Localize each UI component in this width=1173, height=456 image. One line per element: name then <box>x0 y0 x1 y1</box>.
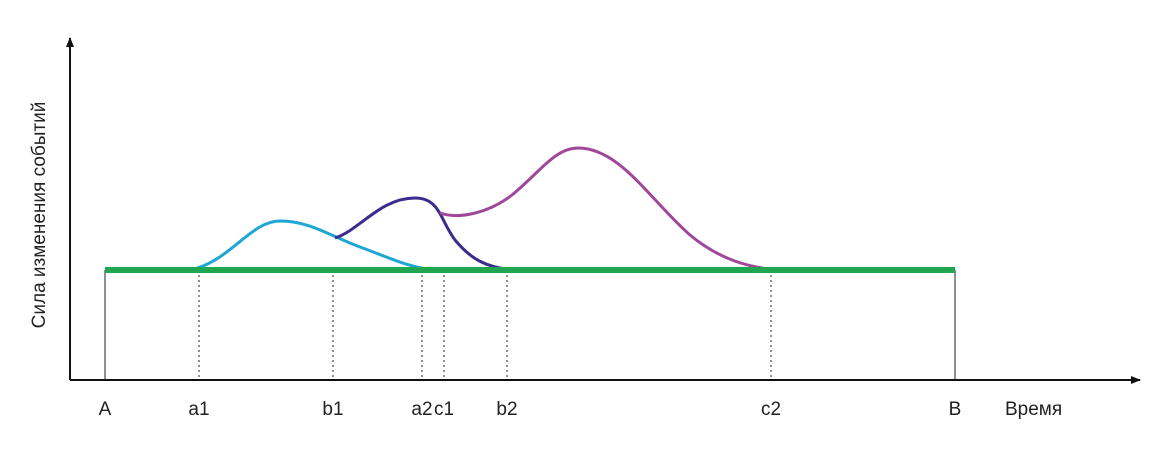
point-label: b2 <box>496 399 517 420</box>
point-label: B <box>949 399 962 420</box>
guides <box>104 270 956 380</box>
point-label: a1 <box>188 399 209 420</box>
point-label: b1 <box>322 399 343 420</box>
curve-a <box>189 219 436 272</box>
curve-c <box>439 146 781 272</box>
point-label: c1 <box>434 399 454 420</box>
y-axis-label: Сила изменения событий <box>29 102 50 329</box>
point-label: A <box>99 399 112 420</box>
curve-b <box>334 196 516 272</box>
point-label: a2 <box>411 399 432 420</box>
x-axis-label: Время <box>1005 399 1062 420</box>
point-label: c2 <box>761 399 781 420</box>
